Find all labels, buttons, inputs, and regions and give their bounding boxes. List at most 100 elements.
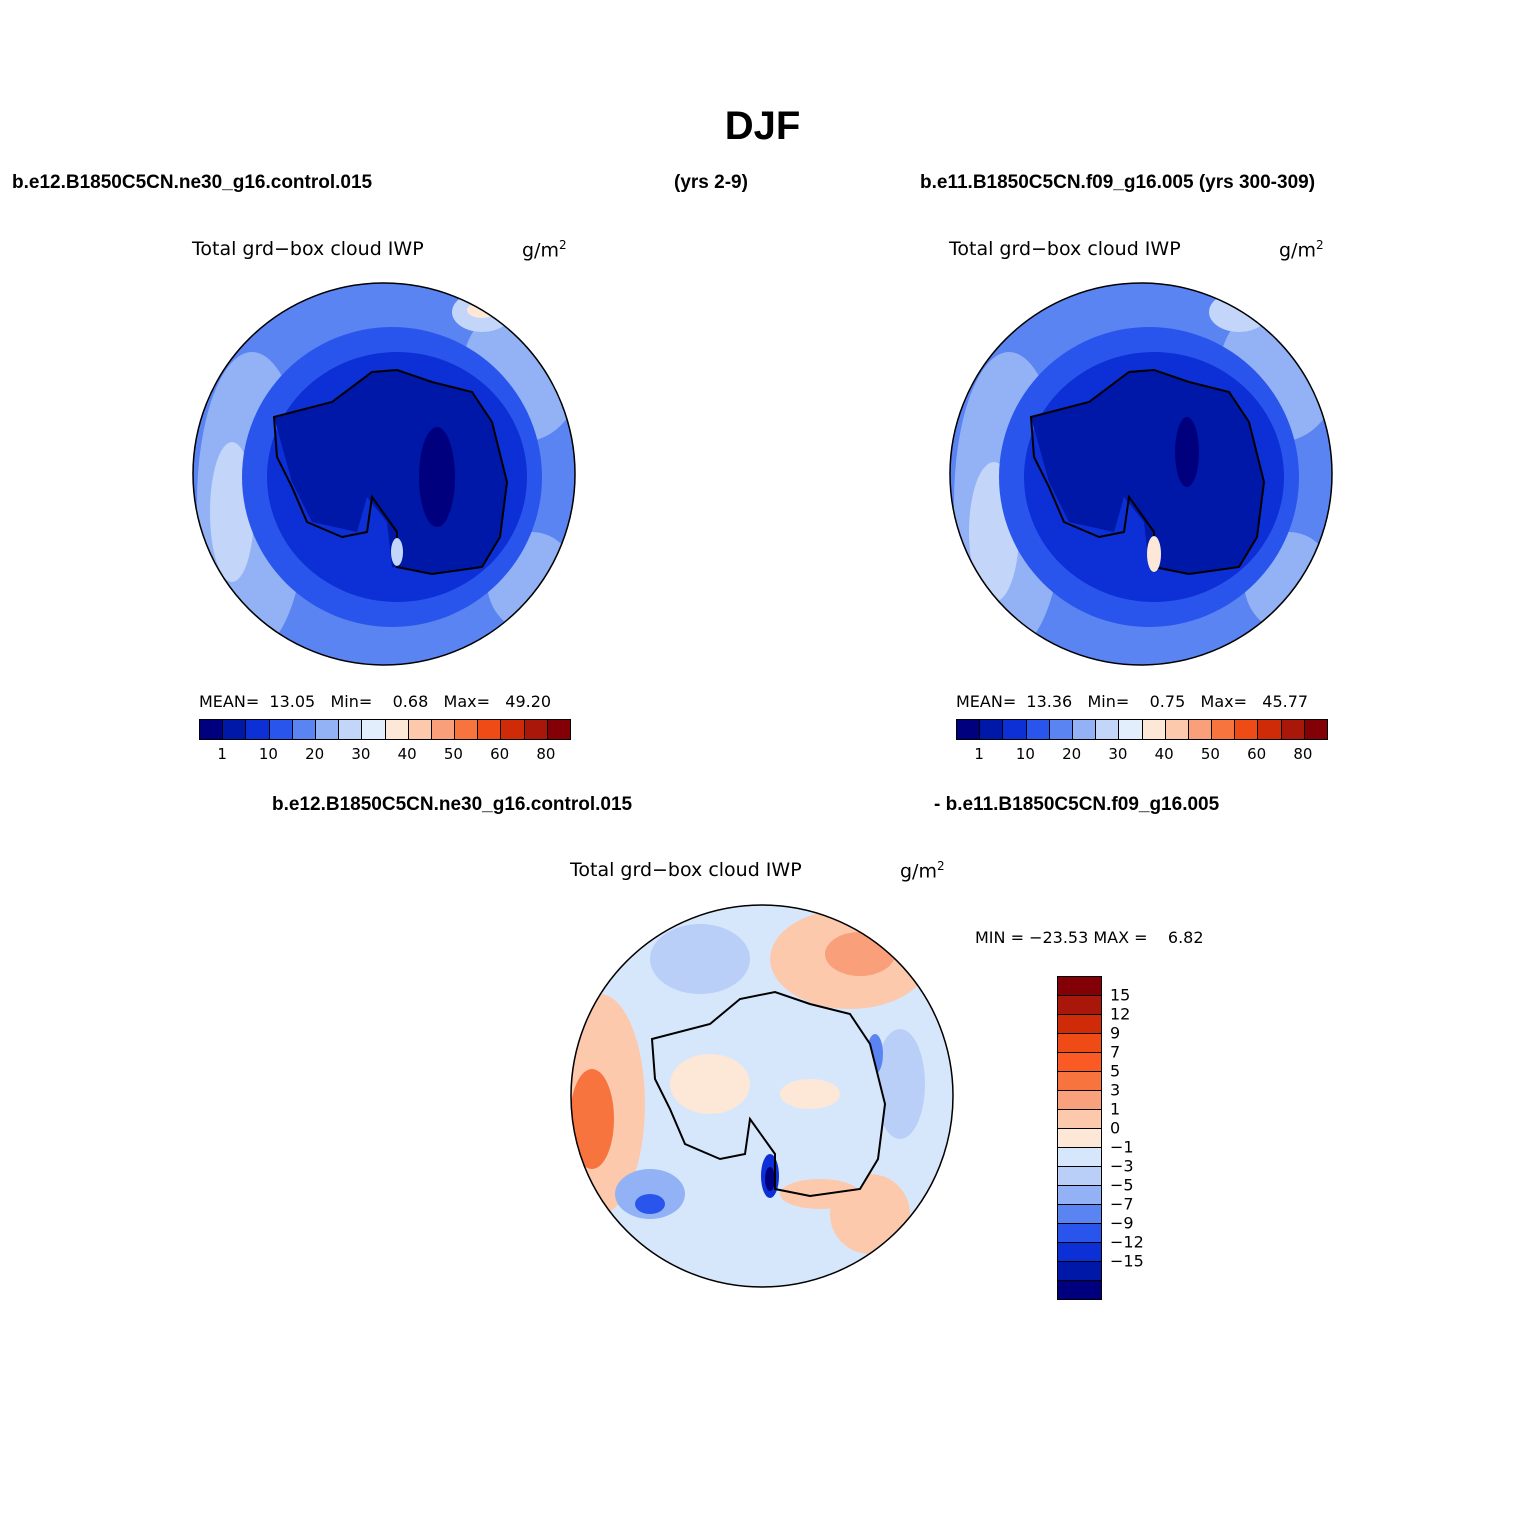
colorbar-swatch	[362, 720, 386, 739]
colorbar-swatch	[1058, 1148, 1101, 1167]
colorbar-swatch	[478, 720, 502, 739]
colorbar-tick-label: 60	[490, 745, 510, 763]
diff-title: Total grd−box cloud IWP	[570, 859, 802, 881]
colorbar-swatch	[1212, 720, 1236, 739]
colorbar-tick-label: 9	[1110, 1023, 1121, 1043]
colorbar-swatch	[1058, 1205, 1101, 1224]
colorbar-tick-label: 5	[1110, 1061, 1121, 1081]
colorbar-tick-label: 50	[443, 745, 463, 763]
colorbar-swatch	[1096, 720, 1120, 739]
colorbar-tick-label: −7	[1110, 1194, 1134, 1214]
colorbar-tick-label: 20	[305, 745, 325, 763]
colorbar-swatch	[1049, 720, 1073, 739]
colorbar-swatch	[1281, 720, 1305, 739]
panel2-units: g/m2	[1279, 238, 1324, 262]
colorbar-swatch	[455, 720, 479, 739]
colorbar-swatch	[1058, 1053, 1101, 1072]
colorbar-swatch	[1058, 1262, 1101, 1281]
diff-map	[570, 904, 954, 1288]
colorbar-swatch	[1058, 1281, 1101, 1299]
colorbar-tick-label: 15	[1110, 985, 1131, 1005]
panel2-colorbar-labels: 1 10 20 30 40 50 60 80	[956, 745, 1326, 765]
colorbar-swatch	[1058, 1243, 1101, 1262]
colorbar-swatch	[269, 720, 293, 739]
colorbar-swatch	[1058, 1167, 1101, 1186]
diff-case-b: - b.e11.B1850C5CN.f09_g16.005	[934, 794, 1220, 815]
colorbar-tick-label: 50	[1200, 745, 1220, 763]
colorbar-swatch	[1304, 720, 1327, 739]
colorbar-swatch	[1058, 1072, 1101, 1091]
colorbar-tick-label: 1	[1110, 1099, 1121, 1119]
colorbar-tick-label: 1	[974, 745, 984, 763]
colorbar-swatch	[315, 720, 340, 739]
diff-colorbar-labels: 15 12 9 7 5 3 1 0 −1 −3 −5 −7 −9 −12 −15	[1110, 976, 1170, 1286]
colorbar-swatch	[1258, 720, 1282, 739]
panel1-colorbar	[199, 719, 571, 740]
colorbar-tick-label: −5	[1110, 1175, 1134, 1195]
colorbar-tick-label: −15	[1110, 1251, 1144, 1271]
colorbar-swatch	[1058, 1015, 1101, 1034]
panel1-map	[192, 282, 576, 666]
colorbar-tick-label: −3	[1110, 1156, 1134, 1176]
colorbar-swatch	[1142, 720, 1166, 739]
left-years-label: (yrs 2-9)	[674, 172, 748, 193]
colorbar-swatch	[1058, 1186, 1101, 1205]
colorbar-swatch	[1026, 720, 1050, 739]
colorbar-swatch	[292, 720, 316, 739]
colorbar-swatch	[431, 720, 456, 739]
colorbar-tick-label: 40	[1154, 745, 1174, 763]
colorbar-swatch	[246, 720, 270, 739]
colorbar-tick-label: 10	[258, 745, 278, 763]
right-case-label: b.e11.B1850C5CN.f09_g16.005 (yrs 300-309…	[920, 172, 1316, 193]
colorbar-tick-label: 0	[1110, 1118, 1121, 1138]
colorbar-tick-label: 20	[1062, 745, 1082, 763]
colorbar-tick-label: −9	[1110, 1213, 1134, 1233]
colorbar-tick-label: 30	[1108, 745, 1128, 763]
diff-minmax: MIN = −23.53 MAX = 6.82	[975, 928, 1204, 947]
figure-title: DJF	[724, 104, 801, 148]
colorbar-tick-label: −12	[1110, 1232, 1144, 1252]
colorbar-swatch	[1058, 1129, 1101, 1148]
colorbar-swatch	[385, 720, 409, 739]
left-case-label: b.e12.B1850C5CN.ne30_g16.control.015	[12, 172, 373, 193]
panel2-colorbar	[956, 719, 1328, 740]
colorbar-swatch	[1058, 996, 1101, 1015]
colorbar-tick-label: 80	[536, 745, 556, 763]
colorbar-swatch	[1058, 1034, 1101, 1053]
panel2-stats: MEAN= 13.36 Min= 0.75 Max= 45.77	[956, 692, 1309, 711]
diff-case-a: b.e12.B1850C5CN.ne30_g16.control.015	[272, 794, 633, 815]
diff-colorbar	[1057, 976, 1102, 1300]
colorbar-tick-label: 1	[217, 745, 227, 763]
colorbar-swatch	[200, 720, 224, 739]
panel1-title: Total grd−box cloud IWP	[192, 238, 424, 260]
colorbar-swatch	[1119, 720, 1143, 739]
diff-units: g/m2	[900, 859, 945, 883]
colorbar-tick-label: 40	[397, 745, 417, 763]
panel2-title: Total grd−box cloud IWP	[949, 238, 1181, 260]
colorbar-tick-label: 3	[1110, 1080, 1121, 1100]
colorbar-swatch	[524, 720, 548, 739]
colorbar-swatch	[501, 720, 525, 739]
colorbar-tick-label: −1	[1110, 1137, 1134, 1157]
colorbar-swatch	[1058, 1110, 1101, 1129]
colorbar-swatch	[1188, 720, 1213, 739]
colorbar-swatch	[408, 720, 432, 739]
colorbar-tick-label: 60	[1247, 745, 1267, 763]
colorbar-tick-label: 10	[1015, 745, 1035, 763]
panel1-stats: MEAN= 13.05 Min= 0.68 Max= 49.20	[199, 692, 552, 711]
colorbar-swatch	[1058, 1224, 1101, 1243]
colorbar-swatch	[1058, 977, 1101, 996]
colorbar-swatch	[339, 720, 363, 739]
panel2-map	[949, 282, 1333, 666]
panel1-colorbar-labels: 1 10 20 30 40 50 60 80	[199, 745, 569, 765]
colorbar-tick-label: 80	[1293, 745, 1313, 763]
colorbar-swatch	[1003, 720, 1027, 739]
colorbar-tick-label: 7	[1110, 1042, 1121, 1062]
colorbar-swatch	[1165, 720, 1189, 739]
colorbar-tick-label: 30	[351, 745, 371, 763]
panel1-units: g/m2	[522, 238, 567, 262]
colorbar-swatch	[547, 720, 570, 739]
colorbar-swatch	[1072, 720, 1097, 739]
colorbar-swatch	[957, 720, 981, 739]
colorbar-swatch	[1235, 720, 1259, 739]
